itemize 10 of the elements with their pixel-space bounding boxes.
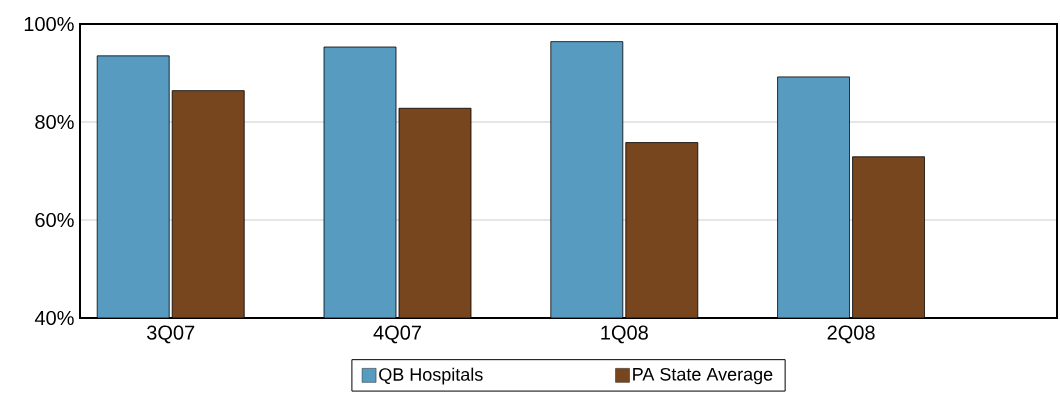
y-tick-label: 100% [24,16,74,32]
legend-label: QB Hospitals [379,367,483,385]
x-tick-label: 3Q07 [147,325,195,344]
y-tick-label: 60% [35,212,74,228]
y-tick-label: 40% [34,310,74,326]
x-tick-label: 4Q07 [373,325,421,344]
x-tick-label: 2Q08 [827,325,875,344]
legend-label: PA State Average [633,367,773,385]
y-tick-label: 80% [35,114,74,130]
x-tick-label: 1Q08 [601,325,648,344]
